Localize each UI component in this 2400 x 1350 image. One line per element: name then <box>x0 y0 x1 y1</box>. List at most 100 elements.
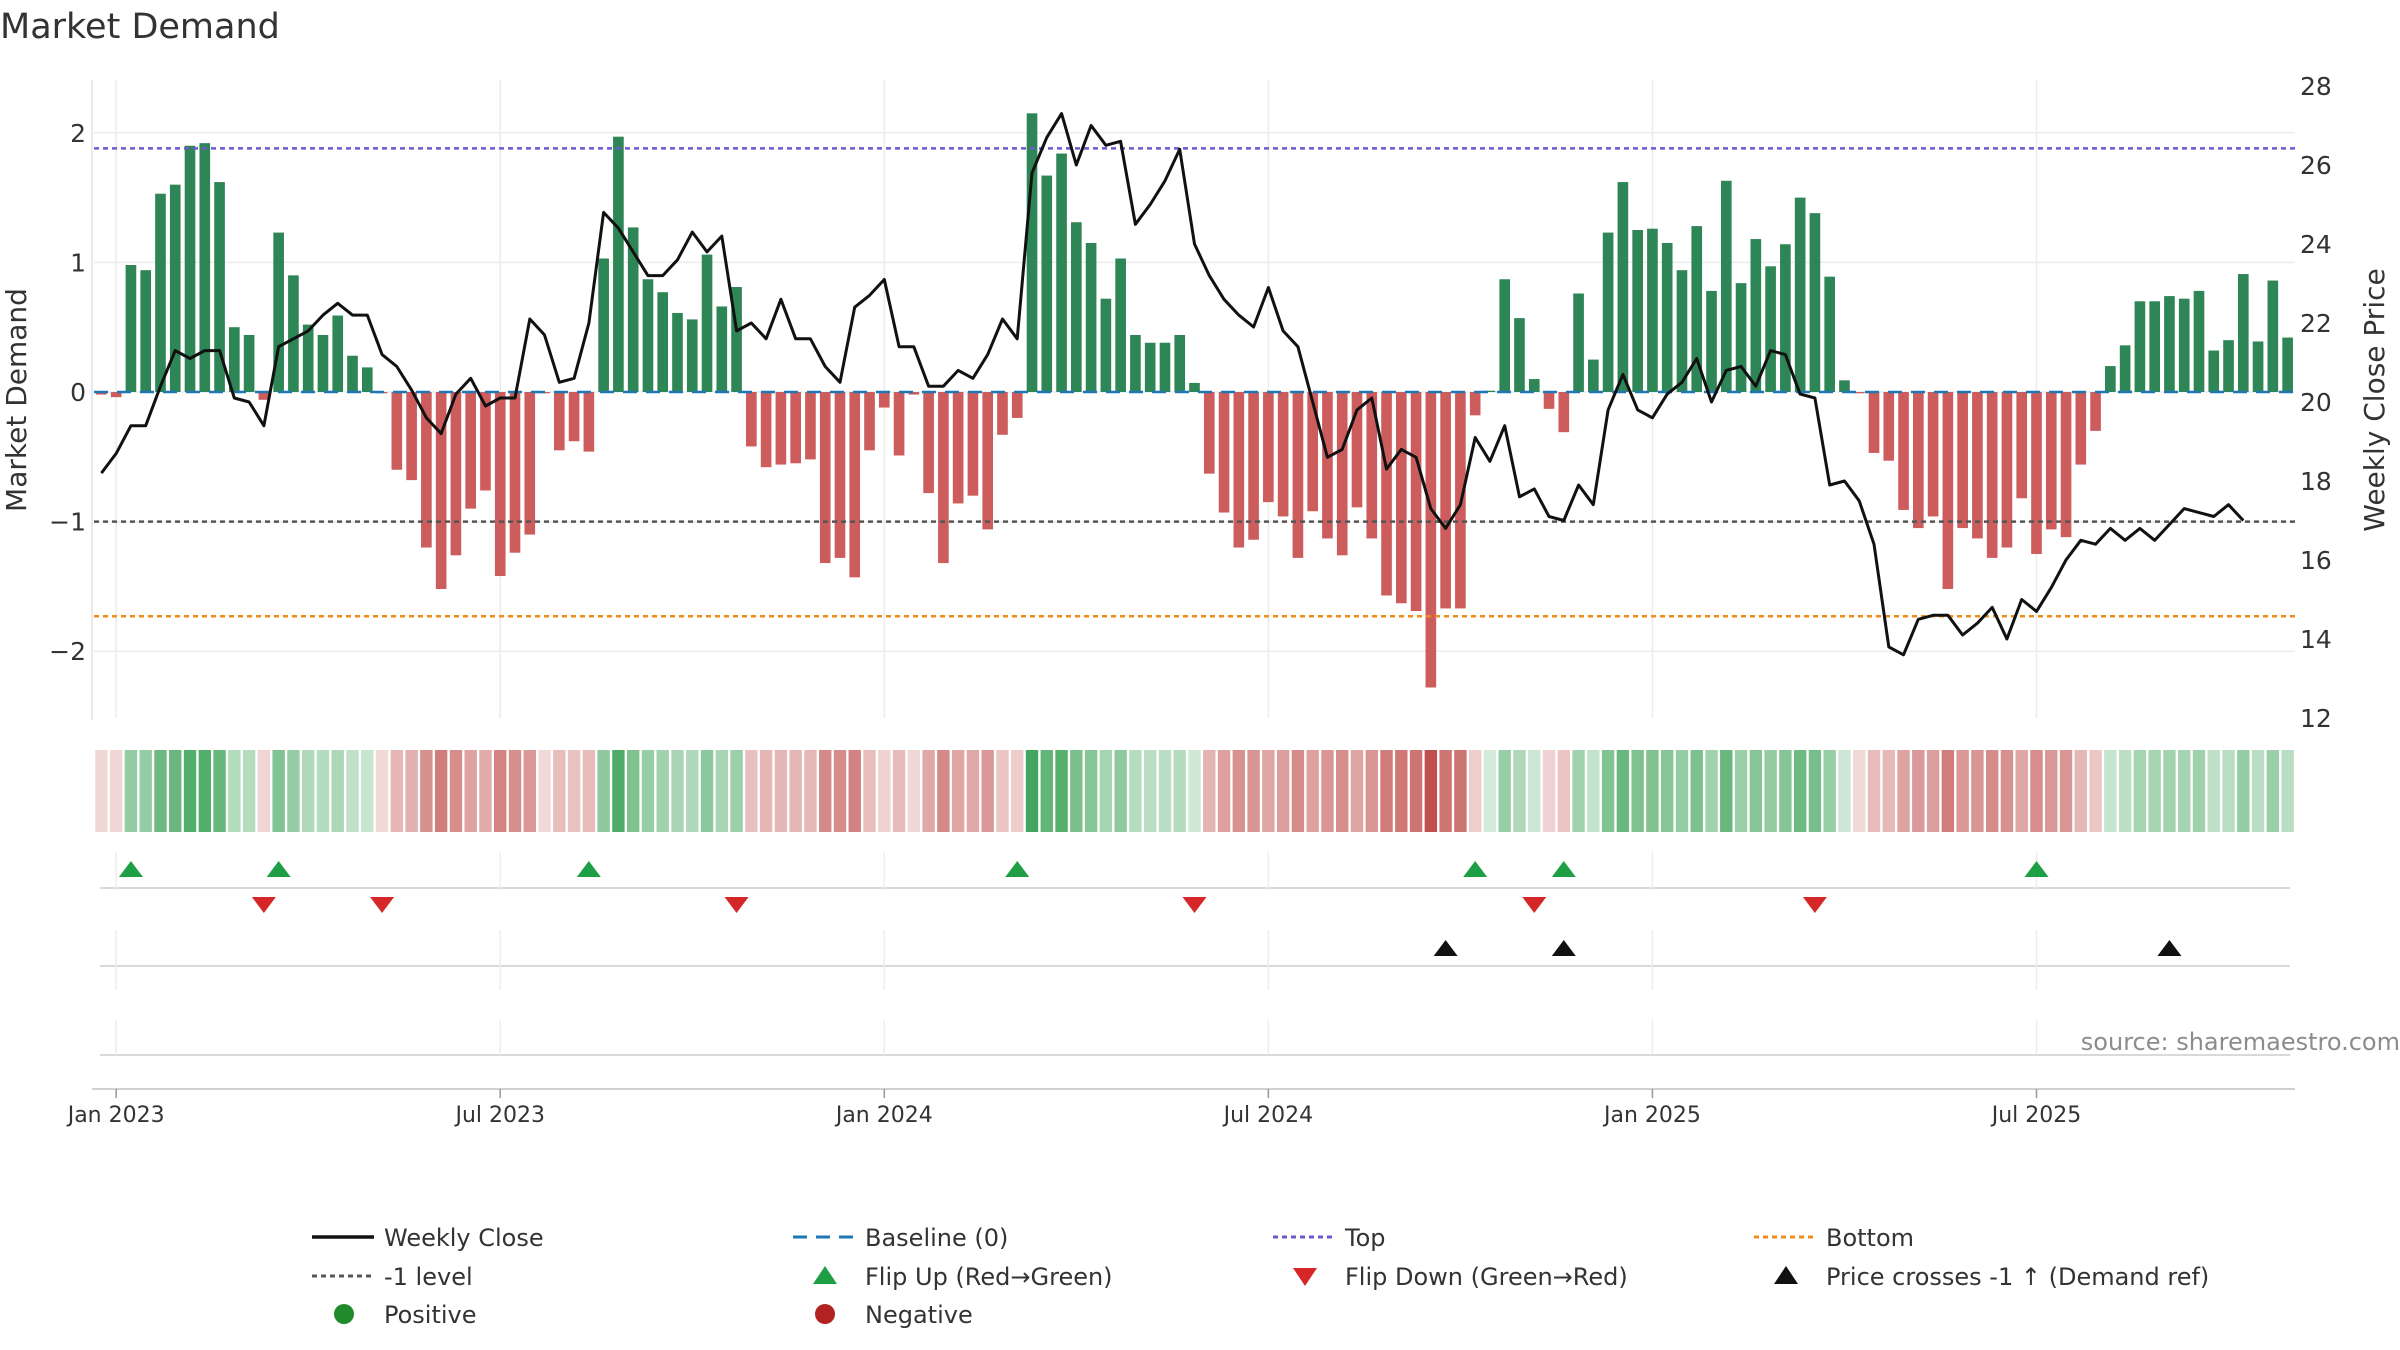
demand-strip-cell <box>2266 750 2280 832</box>
demand-bar <box>760 392 772 468</box>
demand-bar <box>701 254 713 392</box>
demand-bar <box>746 392 757 447</box>
demand-bar <box>1573 293 1584 392</box>
demand-bar <box>1440 392 1451 609</box>
demand-bar <box>361 367 373 392</box>
demand-strip-cell <box>848 750 861 832</box>
demand-bar <box>1647 228 1658 392</box>
demand-strip-cell <box>1720 750 1733 832</box>
demand-strip-cell <box>1025 750 1039 832</box>
demand-strip-cell <box>833 750 847 832</box>
demand-strip-cell <box>169 750 182 832</box>
demand-strip-cell <box>715 750 729 832</box>
demand-bar <box>1853 392 1865 394</box>
demand-strip-cell <box>124 750 138 832</box>
demand-strip-cell <box>361 750 374 832</box>
y-tick-label-left: −2 <box>49 637 86 666</box>
demand-bar <box>613 136 624 392</box>
demand-strip-cell <box>2074 750 2088 832</box>
demand-strip-cell <box>346 750 359 832</box>
demand-bar <box>1115 258 1126 392</box>
demand-strip-cell <box>1941 750 1955 832</box>
demand-strip-cell <box>1099 750 1113 832</box>
demand-strip-cell <box>1483 750 1497 832</box>
y-tick-label-right: 20 <box>2300 388 2332 417</box>
demand-bar <box>2223 340 2234 392</box>
demand-strip-cell <box>2148 750 2161 832</box>
demand-strip-cell <box>567 750 581 832</box>
demand-bar <box>1100 298 1112 392</box>
demand-strip-cell <box>1350 750 1364 832</box>
demand-strip-cell <box>1247 750 1260 832</box>
demand-strip-cell <box>1587 750 1600 832</box>
demand-strip-cell <box>2104 750 2117 832</box>
demand-bar <box>553 392 565 451</box>
demand-bar <box>1972 392 1983 539</box>
demand-strip-cell <box>109 750 123 832</box>
demand-strip-cell <box>745 750 758 832</box>
demand-bar <box>2252 341 2264 392</box>
demand-strip-cell <box>1631 750 1644 832</box>
demand-strip-cell <box>2222 750 2235 832</box>
demand-bar <box>952 392 964 504</box>
demand-strip-cell <box>1808 750 1822 832</box>
demand-strip-cell <box>553 750 566 832</box>
legend-item: Baseline (0) <box>793 1224 1008 1252</box>
demand-strip-cell <box>937 750 950 832</box>
demand-strip-cell <box>612 750 625 832</box>
demand-strip-cell <box>1070 750 1083 832</box>
demand-strip-cell <box>2207 750 2220 832</box>
demand-strip-cell <box>257 750 271 832</box>
demand-strip-cell <box>1705 750 1718 832</box>
legend: Weekly Close Baseline (0) Top Bottom -1 leve… <box>312 1224 2209 1329</box>
demand-strip-cell <box>671 750 684 832</box>
demand-bar <box>1469 392 1481 416</box>
demand-strip-cell <box>2030 750 2043 832</box>
chart-title: Market Demand <box>0 7 280 47</box>
demand-strip-cell <box>1867 750 1881 832</box>
demand-strip-cell <box>1321 750 1334 832</box>
demand-bar <box>1484 390 1496 392</box>
demand-bar <box>1085 242 1097 392</box>
demand-bar <box>775 392 787 465</box>
demand-bar <box>1395 392 1407 604</box>
demand-strip-cell <box>1690 750 1703 832</box>
y-tick-label-left: 0 <box>70 378 86 407</box>
y-tick-label-right: 26 <box>2300 151 2332 180</box>
flip-down-marker <box>724 897 749 913</box>
demand-strip-cell <box>2281 750 2294 832</box>
demand-bar <box>273 232 284 392</box>
demand-bar <box>2237 274 2249 392</box>
demand-strip-cell <box>1454 750 1467 832</box>
demand-bar <box>2134 301 2146 392</box>
demand-bar <box>1233 392 1245 548</box>
demand-bar <box>568 392 580 442</box>
demand-bar <box>672 312 683 392</box>
demand-bar <box>1883 392 1895 461</box>
demand-strip-cell <box>2118 750 2132 832</box>
demand-bar <box>923 392 934 494</box>
demand-bar <box>494 392 506 577</box>
demand-strip-cell <box>301 750 315 832</box>
demand-bar <box>2178 298 2190 392</box>
demand-bar <box>1942 392 1954 589</box>
demand-bar <box>1425 392 1437 688</box>
demand-bar <box>243 334 255 392</box>
demand-bar <box>155 193 166 392</box>
demand-bar <box>332 315 344 392</box>
demand-bar <box>2267 280 2279 392</box>
legend-item: Flip Down (Green→Red) <box>1293 1263 1628 1291</box>
demand-bar <box>1366 392 1378 539</box>
demand-bar <box>1410 392 1422 612</box>
legend-item: -1 level <box>312 1263 473 1291</box>
demand-strip-cell <box>1203 750 1216 832</box>
demand-bar <box>1381 392 1392 596</box>
demand-bar <box>967 392 979 496</box>
demand-strip-cell <box>951 750 965 832</box>
y-tick-label-left: −1 <box>49 508 86 537</box>
demand-strip-cell <box>2178 750 2191 832</box>
demand-bar <box>1824 276 1836 392</box>
demand-strip-cell <box>1660 750 1674 832</box>
demand-strip-cell <box>2089 750 2102 832</box>
demand-strip-cell <box>878 750 891 832</box>
